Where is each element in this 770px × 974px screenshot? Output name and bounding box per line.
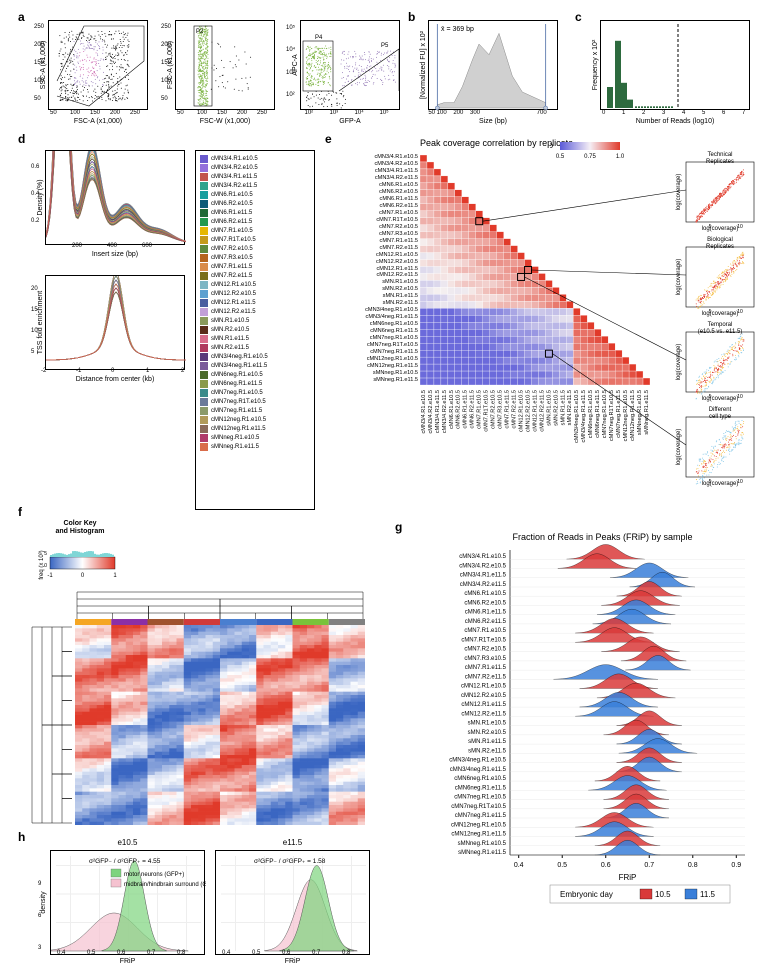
svg-text:cMN7.R2.e10.5: cMN7.R2.e10.5 <box>491 390 497 429</box>
reads-frequency-chart <box>600 20 750 110</box>
svg-text:1.0: 1.0 <box>616 154 625 158</box>
svg-text:cMN3/4.R1.e10.5: cMN3/4.R1.e10.5 <box>421 390 427 434</box>
svg-text:1: 1 <box>113 573 117 579</box>
svg-text:Color Key: Color Key <box>63 520 96 527</box>
label-e: e <box>325 132 332 146</box>
label-h: h <box>18 830 25 844</box>
svg-text:cMN6neg.R1.e11.5: cMN6neg.R1.e11.5 <box>595 390 601 438</box>
svg-text:cMN3/4neg.R1.e10.5: cMN3/4neg.R1.e10.5 <box>574 390 580 443</box>
svg-text:cMN6.R1.e10.5: cMN6.R1.e10.5 <box>449 390 455 429</box>
svg-text:sMN.R1.e10.5: sMN.R1.e10.5 <box>546 390 552 426</box>
svg-text:cMN7neg.R1T.e10.5: cMN7neg.R1T.e10.5 <box>609 390 615 441</box>
svg-text:(e10.5 vs. e11.5): (e10.5 vs. e11.5) <box>698 329 743 335</box>
sample-legend-box: cMN3/4.R1.e10.5cMN3/4.R2.e10.5cMN3/4.R1.… <box>195 150 315 510</box>
svg-text:cMN7.R1.e10.5: cMN7.R1.e10.5 <box>477 390 483 429</box>
svg-text:sMN.R1.e11.5: sMN.R1.e11.5 <box>560 390 566 425</box>
svg-text:cMN7.R1.e11.5: cMN7.R1.e11.5 <box>505 390 511 428</box>
svg-text:cMN6.R2.e10.5: cMN6.R2.e10.5 <box>456 390 462 429</box>
svg-text:log(coverage): log(coverage) <box>676 259 682 296</box>
svg-text:0: 0 <box>81 573 85 579</box>
svg-text:10: 10 <box>737 479 743 485</box>
svg-text:cMN3/4.R2.e10.5: cMN3/4.R2.e10.5 <box>428 390 434 434</box>
label-d: d <box>18 132 25 146</box>
flow-scatter-gfp-apc: P4 P5 <box>300 20 400 110</box>
svg-text:log(coverage): log(coverage) <box>702 226 739 232</box>
svg-text:log(coverage): log(coverage) <box>676 344 682 381</box>
svg-text:Replicates: Replicates <box>706 159 734 165</box>
svg-text:cMN12.R2.e10.5: cMN12.R2.e10.5 <box>525 390 531 432</box>
label-a: a <box>18 10 25 24</box>
svg-text:sMNneg.R1.e10.5: sMNneg.R1.e10.5 <box>637 390 643 435</box>
svg-text:0.5: 0.5 <box>556 154 565 158</box>
svg-text:x̄ = 369 bp: x̄ = 369 bp <box>441 26 474 33</box>
svg-text:sMN.R2.e10.5: sMN.R2.e10.5 <box>553 390 559 426</box>
heatmap-row-labels: cMN3/4.R1.e10.5cMN3/4.R2.e10.5cMN3/4.R1.… <box>333 155 418 385</box>
svg-text:cell type: cell type <box>709 414 732 420</box>
svg-text:cMN3/4.R1.e11.5: cMN3/4.R1.e11.5 <box>435 390 441 433</box>
frip-ridgeline: Fraction of Reads in Peaks (FRiP) by sam… <box>410 530 755 915</box>
svg-text:cMN7neg.R1.e11.5: cMN7neg.R1.e11.5 <box>616 390 622 438</box>
svg-text:log(coverage): log(coverage) <box>676 429 682 466</box>
svg-text:cMN3/4.R2.e11.5: cMN3/4.R2.e11.5 <box>442 390 448 433</box>
svg-text:cMN6neg.R1.e10.5: cMN6neg.R1.e10.5 <box>588 390 594 438</box>
svg-text:sMN.R2.e11.5: sMN.R2.e11.5 <box>567 390 573 425</box>
frip-density-e105: σ²GFP₋ / σ²GFP₊ = 4.55motor neurons (GFP… <box>50 850 205 955</box>
insert-size-density <box>45 150 185 245</box>
svg-text:10: 10 <box>737 309 743 315</box>
svg-text:Replicates: Replicates <box>706 244 734 250</box>
label-b: b <box>408 10 415 24</box>
label-c: c <box>575 10 582 24</box>
svg-text:cMN7neg.R1.e10.5: cMN7neg.R1.e10.5 <box>602 390 608 438</box>
svg-text:cMN12.R2.e11.5: cMN12.R2.e11.5 <box>539 390 545 432</box>
svg-text:cMN12.R1.e10.5: cMN12.R1.e10.5 <box>518 390 524 432</box>
svg-text:5: 5 <box>709 479 712 485</box>
svg-text:P4: P4 <box>315 35 323 41</box>
svg-text:Different: Different <box>709 407 732 413</box>
svg-text:Temporal: Temporal <box>708 322 733 328</box>
correlation-mini-panels: TechnicalReplicateslog(coverage)log(cove… <box>670 150 760 490</box>
svg-text:P2: P2 <box>196 29 204 35</box>
svg-text:5: 5 <box>44 551 47 557</box>
heatmap-color-key: Color Keyand Histogramfreq (x 10³)-10105 <box>35 515 125 585</box>
svg-text:10: 10 <box>737 224 743 230</box>
svg-text:cMN3/4neg.R1.e11.5: cMN3/4neg.R1.e11.5 <box>581 390 587 442</box>
svg-text:P5: P5 <box>381 43 389 49</box>
svg-text:cMN6.R2.e11.5: cMN6.R2.e11.5 <box>470 390 476 428</box>
svg-text:0: 0 <box>44 563 47 569</box>
svg-text:cMN12neg.R1.e10.5: cMN12neg.R1.e10.5 <box>623 390 629 441</box>
heatmap-col-labels: cMN3/4.R1.e10.5cMN3/4.R2.e10.5cMN3/4.R1.… <box>420 388 650 488</box>
svg-text:cMN12.R1.e11.5: cMN12.R1.e11.5 <box>532 390 538 432</box>
tss-enrichment <box>45 275 185 370</box>
size-distribution-chart: x̄ = 369 bp <box>428 20 558 110</box>
svg-text:log(coverage): log(coverage) <box>702 311 739 317</box>
svg-text:and Histogram: and Histogram <box>55 528 104 535</box>
svg-text:ρ: ρ <box>550 141 553 150</box>
correlation-scale: ρ0.50.751.0 <box>550 140 620 150</box>
svg-text:cMN6.R1.e11.5: cMN6.R1.e11.5 <box>463 390 469 428</box>
correlation-heatmap <box>420 155 650 385</box>
svg-text:cMN12neg.R1.e11.5: cMN12neg.R1.e11.5 <box>630 390 636 441</box>
svg-text:10: 10 <box>737 394 743 400</box>
svg-text:cMN7.R2.e11.5: cMN7.R2.e11.5 <box>511 390 517 428</box>
svg-text:log(coverage): log(coverage) <box>676 174 682 211</box>
label-g: g <box>395 520 402 534</box>
svg-text:log(coverage): log(coverage) <box>702 481 739 487</box>
svg-text:sMNneg.R1.e11.5: sMNneg.R1.e11.5 <box>644 390 650 435</box>
svg-text:Technical: Technical <box>707 152 732 158</box>
flow-scatter-fscw-fsca: P2 <box>175 20 275 110</box>
flow-scatter-fsc-ssc <box>48 20 148 110</box>
svg-text:5: 5 <box>709 394 712 400</box>
svg-text:log(coverage): log(coverage) <box>702 396 739 402</box>
label-f: f <box>18 505 22 519</box>
clustered-heatmap <box>75 625 365 825</box>
svg-text:5: 5 <box>709 224 712 230</box>
frip-density-e115: σ²GFP₋ / σ²GFP₊ = 1.58 <box>215 850 370 955</box>
svg-text:-1: -1 <box>47 573 53 579</box>
svg-text:0.75: 0.75 <box>584 154 596 158</box>
svg-text:cMN7.R1T.e10.5: cMN7.R1T.e10.5 <box>484 390 490 432</box>
svg-text:cMN7.R3.e10.5: cMN7.R3.e10.5 <box>498 390 504 429</box>
svg-text:Biological: Biological <box>707 237 733 243</box>
svg-text:5: 5 <box>709 309 712 315</box>
